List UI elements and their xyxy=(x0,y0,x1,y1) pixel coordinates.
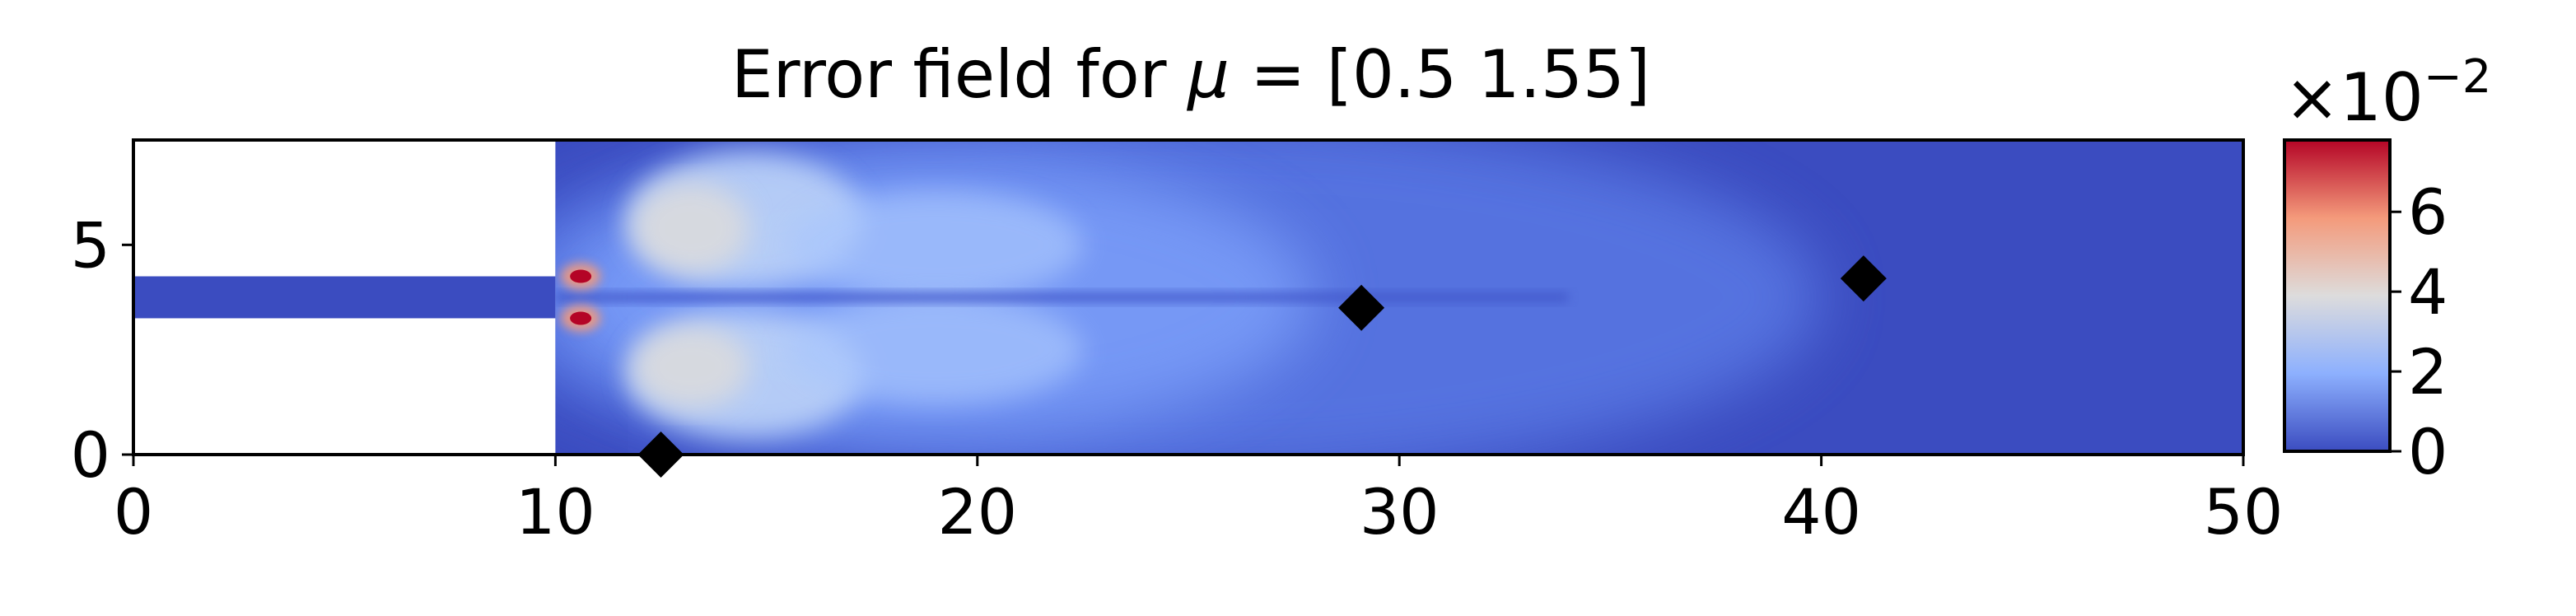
jet-centreline xyxy=(555,292,1569,302)
x-tick-label-40: 40 xyxy=(1781,475,1861,548)
cbar-tick-label-2: 2 xyxy=(2408,335,2448,408)
x-axis: 0 10 20 30 40 50 xyxy=(114,455,2284,548)
x-tick-label-20: 20 xyxy=(937,475,1017,548)
error-structure xyxy=(555,140,1822,455)
probe-marker-3 xyxy=(1840,255,1887,302)
y-tick-label-0: 0 xyxy=(71,418,110,492)
x-tick-label-30: 30 xyxy=(1360,475,1440,548)
probe-marker-2 xyxy=(1338,284,1385,331)
upper-lobe-core xyxy=(631,181,750,274)
cbar-tick-label-0: 0 xyxy=(2408,415,2448,488)
x-tick-label-0: 0 xyxy=(114,475,153,548)
x-tick-label-50: 50 xyxy=(2204,475,2284,548)
inlet-channel xyxy=(133,276,556,319)
lower-lobe-core xyxy=(631,324,750,408)
cbar-tick-label-6: 6 xyxy=(2408,175,2448,249)
hotspot-1 xyxy=(570,311,592,325)
y-axis: 05 xyxy=(71,208,133,492)
error-field-heatmap xyxy=(133,140,2244,455)
colorbar-multiplier: ×10−2 xyxy=(2284,50,2491,136)
plot-area: 0 10 20 30 40 50 05 xyxy=(71,138,2284,548)
chart-title: Error field for μ = [0.5 1.55] xyxy=(731,36,1650,113)
x-tick-label-10: 10 xyxy=(516,475,595,548)
y-tick-label-5: 5 xyxy=(71,208,110,282)
axes-frame xyxy=(132,138,2245,456)
colorbar-gradient xyxy=(2283,138,2392,453)
cbar-tick-label-4: 4 xyxy=(2408,255,2448,329)
hotspot-0 xyxy=(570,269,592,283)
lower-tail xyxy=(787,295,1083,404)
upper-tail xyxy=(787,190,1083,300)
